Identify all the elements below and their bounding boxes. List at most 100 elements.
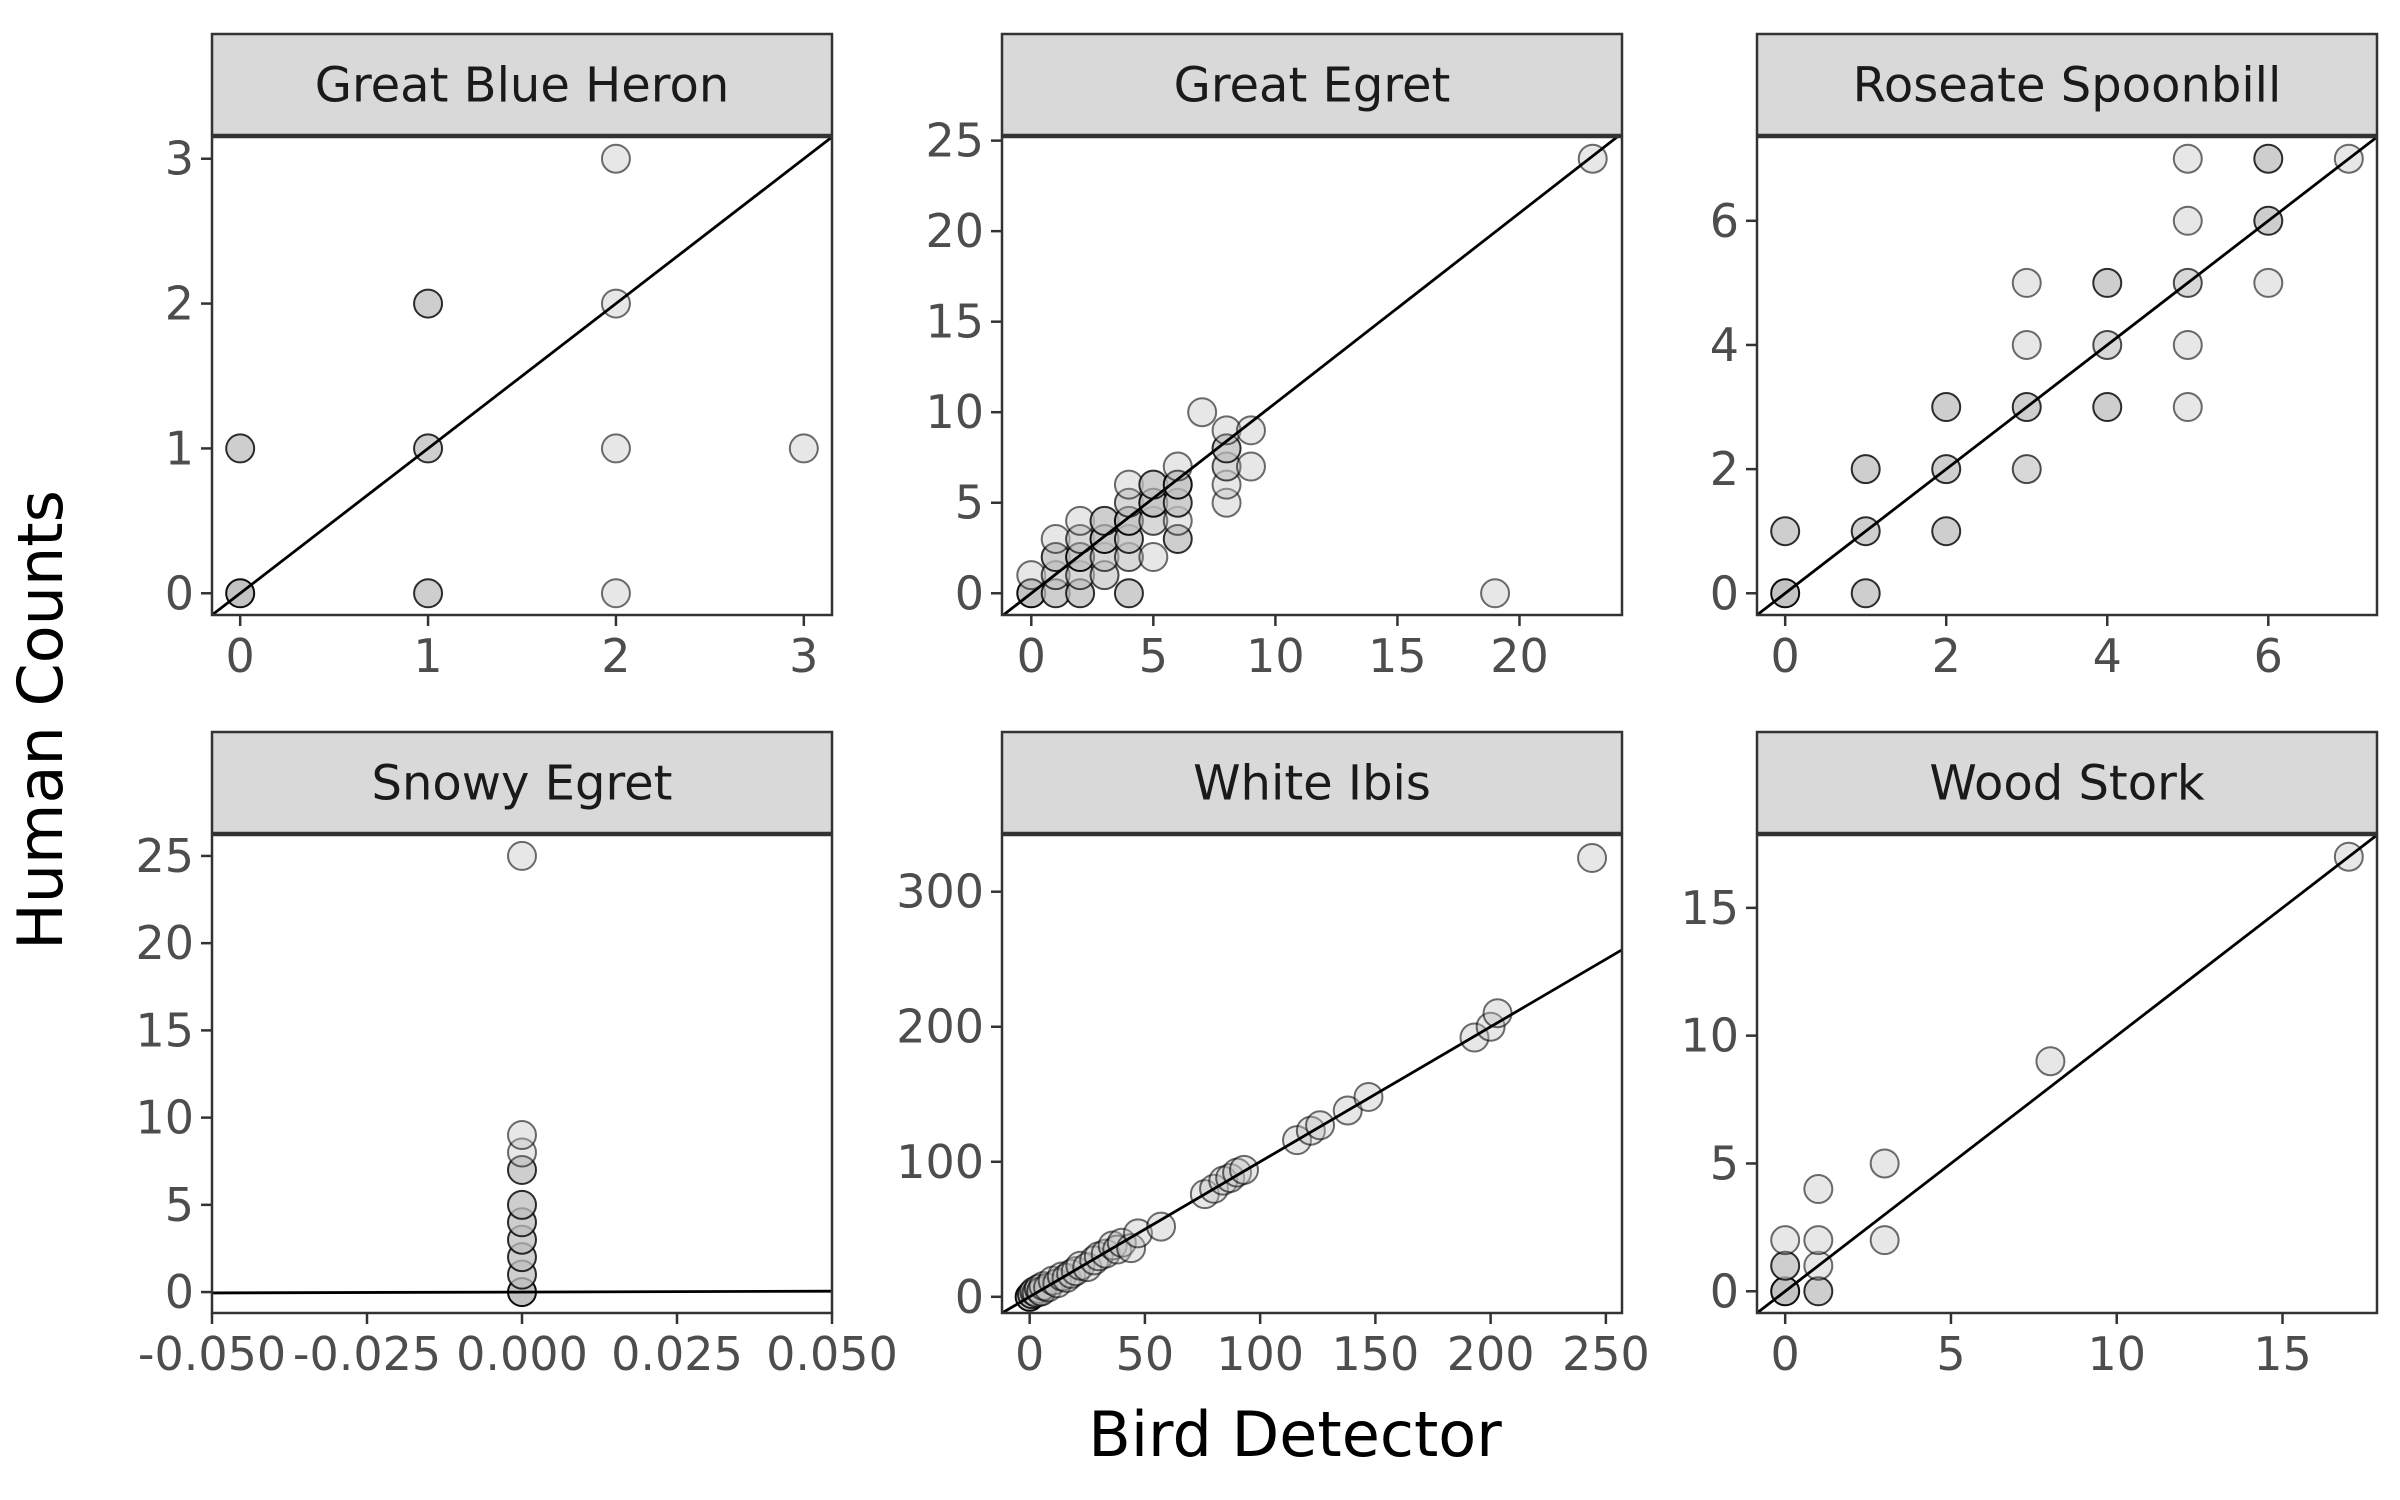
y-tick-label: 25: [925, 114, 984, 168]
data-point: [2172, 392, 2203, 423]
panel-border: [1755, 833, 2379, 1315]
x-tick-label: 100: [1216, 1327, 1304, 1381]
data-point: [1850, 578, 1881, 609]
facet-title: Snowy Egret: [371, 756, 672, 812]
x-tick-label: 200: [1447, 1327, 1535, 1381]
y-tick-label: 5: [1710, 1136, 1739, 1190]
data-point: [413, 288, 444, 319]
facet-panel: White Ibis 0 50 100 150 200 250 0 100 200 300: [896, 730, 1650, 1381]
x-axis-title: Bird Detector: [1088, 1398, 1502, 1471]
y-tick-label: 5: [955, 476, 984, 530]
data-point: [225, 433, 256, 464]
fit-line: [1002, 137, 1620, 615]
data-point: [1187, 397, 1218, 428]
y-tick-label: 20: [925, 204, 984, 258]
x-tick-label: 20: [1490, 629, 1549, 683]
y-tick-label: 3: [165, 132, 194, 186]
facet-title: Great Egret: [1174, 58, 1451, 114]
x-tick-label: 15: [2253, 1327, 2312, 1381]
facet-title: Wood Stork: [1929, 756, 2205, 812]
y-tick-label: 200: [896, 1000, 984, 1054]
x-tick-label: 0: [1015, 1327, 1044, 1381]
x-tick-label: 4: [2093, 629, 2122, 683]
y-tick-label: 2: [1710, 442, 1739, 496]
y-tick-label: 2: [165, 277, 194, 331]
facet-strip: [210, 32, 834, 137]
fit-line: [1757, 835, 2377, 1313]
panel-border: [210, 135, 834, 617]
y-tick-label: 0: [165, 1265, 194, 1319]
x-tick-label: 2: [1932, 629, 1961, 683]
y-axis-title: Human Counts: [4, 490, 77, 950]
data-point: [1803, 1225, 1834, 1256]
data-point: [507, 1189, 537, 1220]
panel-grid: Great Blue Heron 0 1 2 3 0 1 2 3 Great Egret 0 5 10 1…: [135, 32, 2379, 1381]
data-point: [2172, 205, 2203, 236]
panel-border: [1755, 135, 2379, 617]
facet-panel: Great Egret 0 5 10 15 20 0 5 10 15 20 25: [925, 32, 1624, 683]
facet-strip: [210, 730, 834, 835]
y-tick-label: 10: [135, 1091, 194, 1145]
x-tick-label: 0.000: [456, 1327, 588, 1381]
fit-line: [212, 1289, 832, 1295]
data-point: [1113, 578, 1144, 609]
data-point: [2011, 454, 2042, 485]
data-point: [507, 840, 537, 871]
y-tick-label: 15: [135, 1003, 194, 1057]
data-point: [2172, 143, 2203, 174]
data-point: [1235, 451, 1266, 482]
data-point: [2011, 267, 2042, 298]
data-point: [2092, 267, 2123, 298]
plot-area: [1757, 137, 2377, 615]
y-tick-label: 15: [1680, 881, 1739, 935]
x-tick-label: 1: [413, 629, 442, 683]
fit-line: [212, 137, 832, 615]
x-tick-label: 250: [1562, 1327, 1650, 1381]
plot-area: [1757, 835, 2377, 1313]
plot-area: [212, 137, 832, 615]
y-tick-label: 15: [925, 295, 984, 349]
x-tick-label: 50: [1116, 1327, 1175, 1381]
data-point: [507, 1137, 537, 1168]
x-tick-label: 2: [601, 629, 630, 683]
x-tick-label: 0: [1771, 629, 1800, 683]
y-tick-label: 0: [165, 566, 194, 620]
y-tick-label: 5: [165, 1178, 194, 1232]
facet-panel: Great Blue Heron 0 1 2 3 0 1 2 3: [165, 32, 834, 683]
facet-panel: Snowy Egret -0.050 -0.025 0.000 0.025 0.050 0 5…: [135, 730, 898, 1381]
data-point: [1138, 542, 1169, 573]
y-tick-label: 10: [925, 385, 984, 439]
facet-strip: [1000, 730, 1624, 835]
x-tick-label: 5: [1139, 629, 1168, 683]
facet-strip: [1755, 730, 2379, 835]
x-tick-label: 0: [226, 629, 255, 683]
data-point: [1850, 454, 1881, 485]
data-point: [1770, 1250, 1801, 1281]
data-point: [413, 578, 444, 609]
data-point: [1931, 516, 1962, 547]
data-point: [788, 433, 819, 464]
x-tick-label: 3: [789, 629, 818, 683]
y-tick-label: 0: [955, 1270, 984, 1324]
x-tick-label: 10: [1246, 629, 1305, 683]
x-tick-label: -0.025: [293, 1327, 441, 1381]
x-tick-label: 0.050: [766, 1327, 898, 1381]
data-point: [1803, 1174, 1834, 1205]
x-tick-label: 150: [1331, 1327, 1419, 1381]
data-point: [1577, 842, 1608, 873]
plot-area: [212, 840, 832, 1308]
plot-area: [1002, 137, 1620, 615]
data-point: [600, 143, 631, 174]
facet-strip: [1755, 32, 2379, 137]
data-point: [2253, 143, 2284, 174]
y-tick-label: 100: [896, 1135, 984, 1189]
data-point: [600, 433, 631, 464]
y-tick-label: 0: [1710, 1264, 1739, 1318]
data-point: [2035, 1046, 2066, 1077]
x-tick-label: -0.050: [138, 1327, 286, 1381]
facet-strip: [1000, 32, 1624, 137]
fit-line: [1002, 948, 1622, 1313]
x-tick-label: 5: [1936, 1327, 1965, 1381]
facet-title: Great Blue Heron: [315, 58, 729, 114]
